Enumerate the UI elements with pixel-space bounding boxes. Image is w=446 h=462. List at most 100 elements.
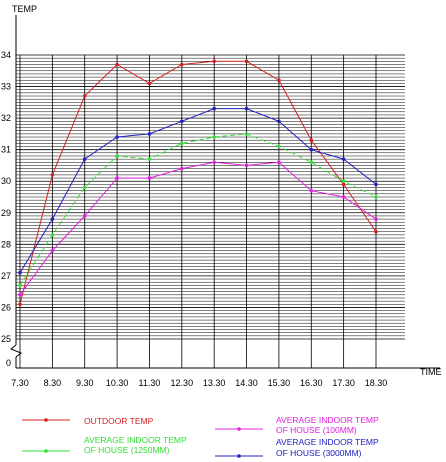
legend-label: AVERAGE INDOOR TEMP (84, 435, 187, 445)
data-point (82, 185, 87, 190)
data-point (374, 229, 378, 234)
data-point (277, 144, 281, 149)
series-line (19, 161, 377, 296)
legend-swatch-marker (44, 418, 48, 422)
data-point (309, 138, 314, 142)
data-point (180, 62, 184, 67)
data-point (50, 173, 55, 177)
x-tick-label: 17.30 (332, 378, 355, 388)
data-point (341, 182, 346, 187)
data-point (115, 154, 119, 158)
data-point (147, 157, 152, 161)
series-line (19, 60, 377, 305)
data-point (50, 248, 55, 253)
x-tick-label: 8.30 (44, 378, 62, 388)
data-point (82, 94, 87, 98)
data-point (147, 81, 152, 86)
x-tick-label: 16.30 (300, 378, 323, 388)
x-tick-label: 13.30 (203, 378, 226, 388)
data-point (18, 293, 22, 297)
data-point (147, 132, 152, 136)
data-point (180, 119, 184, 124)
grid (16, 54, 405, 368)
data-point (244, 59, 249, 64)
legend-label: AVERAGE INDOOR TEMP (276, 415, 379, 425)
y-tick-label: 26 (1, 302, 11, 312)
series-line (19, 108, 377, 273)
data-point (212, 106, 216, 111)
data-point (50, 233, 55, 237)
data-point (341, 179, 346, 183)
data-point (212, 59, 216, 64)
data-point (277, 119, 281, 124)
legend-swatch-marker (237, 454, 241, 458)
data-point (18, 283, 22, 288)
x-tick-label: 10.30 (106, 378, 129, 388)
x-tick-label: 12.30 (171, 378, 194, 388)
data-point (244, 163, 249, 168)
data-point (277, 78, 281, 82)
data-point (212, 160, 216, 165)
data-point (374, 182, 378, 187)
x-tick-label: 15.30 (268, 378, 291, 388)
data-point (115, 135, 119, 139)
data-point (341, 157, 346, 161)
axis-break-mark (10, 344, 22, 358)
y-tick-label: 29 (1, 208, 11, 218)
data-point (82, 214, 87, 218)
data-point (180, 166, 184, 171)
data-point (244, 106, 249, 111)
data-point (115, 176, 119, 180)
x-tick-label: 7.30 (11, 378, 29, 388)
data-point (244, 132, 249, 136)
data-point (212, 135, 216, 139)
legend-label: AVERAGE INDOOR TEMP (276, 437, 379, 447)
tick-labels: TEMP TIME 0 25 26 27 28 29 30 31 32 33 34 7.30 8.30 9.3… (1, 4, 442, 388)
y-tick-label: 0 (6, 358, 11, 368)
legend-swatch-marker (237, 427, 241, 431)
y-tick-label: 33 (1, 82, 11, 92)
y-tick-label: 34 (1, 50, 11, 60)
data-point (309, 160, 314, 165)
data-point (18, 302, 22, 307)
y-tick-label: 32 (1, 113, 11, 123)
x-tick-label: 18.30 (365, 378, 388, 388)
x-axis-title: TIME (420, 367, 442, 377)
data-point (374, 195, 378, 199)
y-axis-title: TEMP (12, 4, 37, 14)
data-point (147, 176, 152, 180)
y-tick-label: 25 (1, 334, 11, 344)
data-point (341, 195, 346, 199)
data-point (115, 62, 119, 67)
legend-swatch-marker (44, 449, 48, 453)
legend-label: OF HOUSE (3000MM) (276, 448, 362, 458)
data-point (180, 141, 184, 146)
legend-label: OUTDOOR TEMP (84, 416, 154, 426)
legend-item: OUTDOOR TEMP (22, 416, 154, 426)
series-layer (18, 59, 378, 307)
data-point (374, 217, 378, 221)
axes (10, 15, 440, 369)
y-tick-label: 28 (1, 239, 11, 249)
legend-label: OF HOUSE (1250MM) (84, 445, 170, 455)
series-line (19, 133, 377, 286)
y-tick-label: 27 (1, 271, 11, 281)
y-tick-label: 30 (1, 176, 11, 186)
x-tick-label: 11.30 (139, 378, 161, 388)
legend-label: OF HOUSE (100MM) (276, 425, 357, 435)
x-tick-label: 9.30 (76, 378, 94, 388)
y-tick-label: 31 (1, 145, 11, 155)
data-point (309, 188, 314, 193)
data-point (309, 147, 314, 152)
data-point (18, 270, 22, 275)
data-point (82, 157, 87, 161)
data-point (50, 217, 55, 221)
x-tick-label: 14.30 (235, 378, 258, 388)
data-point (277, 160, 281, 165)
